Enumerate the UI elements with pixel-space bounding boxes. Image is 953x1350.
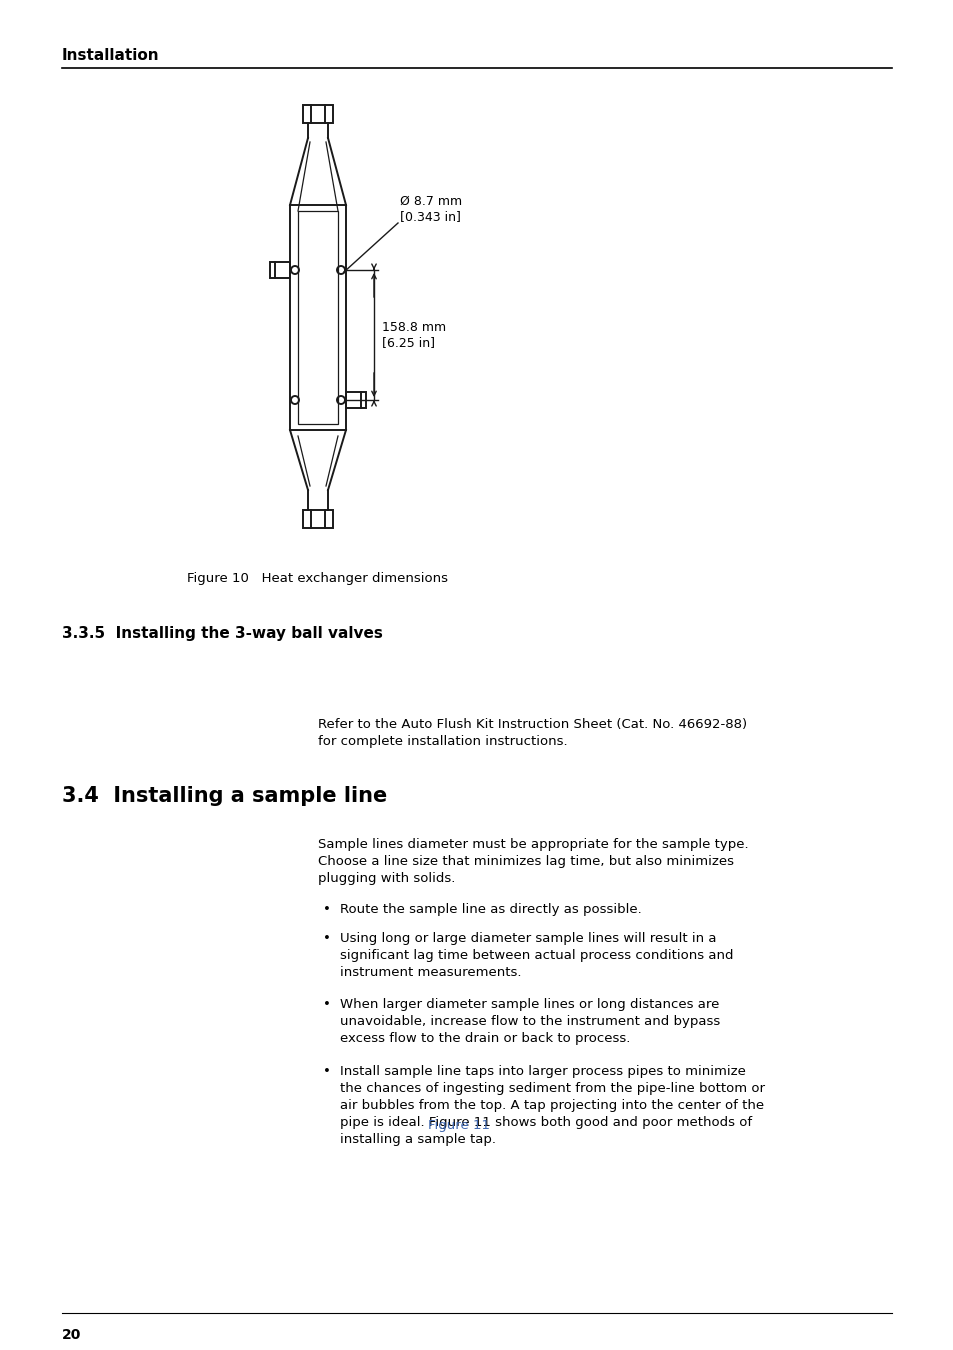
Text: Using long or large diameter sample lines will result in a
significant lag time : Using long or large diameter sample line… <box>339 931 733 979</box>
Text: Installation: Installation <box>62 49 159 63</box>
Bar <box>290 205 346 431</box>
Text: Figure 10   Heat exchanger dimensions: Figure 10 Heat exchanger dimensions <box>188 572 448 585</box>
Bar <box>303 105 333 123</box>
Text: Sample lines diameter must be appropriate for the sample type.
Choose a line siz: Sample lines diameter must be appropriat… <box>317 838 748 886</box>
Text: •: • <box>323 998 331 1011</box>
Text: 3.3.5  Installing the 3-way ball valves: 3.3.5 Installing the 3-way ball valves <box>62 626 382 641</box>
Text: •: • <box>323 1065 331 1079</box>
Bar <box>346 392 366 408</box>
Bar <box>297 211 337 424</box>
Text: Ø 8.7 mm
[0.343 in]: Ø 8.7 mm [0.343 in] <box>399 194 461 223</box>
Text: •: • <box>323 903 331 917</box>
Text: 20: 20 <box>62 1328 81 1342</box>
Bar <box>303 510 333 528</box>
Text: Figure 11: Figure 11 <box>428 1119 490 1133</box>
Text: Install sample line taps into larger process pipes to minimize
the chances of in: Install sample line taps into larger pro… <box>339 1065 764 1146</box>
Text: 158.8 mm
[6.25 in]: 158.8 mm [6.25 in] <box>381 321 446 350</box>
Text: 3.4  Installing a sample line: 3.4 Installing a sample line <box>62 786 387 806</box>
Text: •: • <box>323 931 331 945</box>
Bar <box>270 262 290 278</box>
Text: Refer to the Auto Flush Kit Instruction Sheet (Cat. No. 46692-88)
for complete i: Refer to the Auto Flush Kit Instruction … <box>317 718 746 748</box>
Text: Route the sample line as directly as possible.: Route the sample line as directly as pos… <box>339 903 641 917</box>
Text: When larger diameter sample lines or long distances are
unavoidable, increase fl: When larger diameter sample lines or lon… <box>339 998 720 1045</box>
